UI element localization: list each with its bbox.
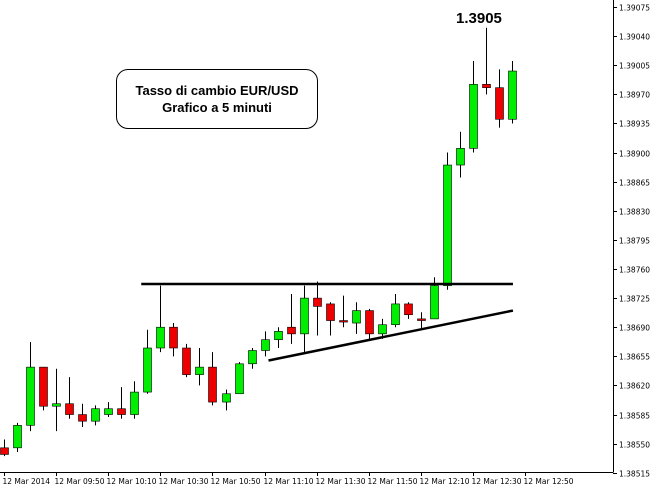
candle-bull [104, 408, 113, 415]
candle-bull [378, 324, 387, 335]
x-tick-label: 12 Mar 11:10 [264, 477, 314, 486]
candle-bull [156, 326, 165, 349]
overlay-lines [141, 282, 514, 362]
candle-bear [339, 320, 348, 323]
x-tick-label: 12 Mar 12:30 [472, 477, 522, 486]
candle-bear [404, 303, 413, 316]
candle-bull [143, 347, 152, 393]
candle-bull [261, 339, 270, 351]
y-tick-label: 1.39040 [619, 33, 650, 42]
y-tick-label: 1.38795 [619, 237, 650, 246]
candle-bull [430, 285, 439, 320]
candle-bull [352, 310, 361, 324]
y-tick-label: 1.38550 [619, 441, 650, 450]
candle-bear [208, 366, 217, 403]
candle-bear [417, 318, 426, 321]
support-trendline [268, 309, 514, 362]
candle-bear [78, 414, 87, 422]
y-tick-label: 1.38620 [619, 382, 650, 391]
y-tick-label: 1.38655 [619, 353, 650, 362]
x-tick-label: 12 Mar 11:30 [316, 477, 366, 486]
candle-bear [169, 326, 178, 349]
x-tick-label: 12 Mar 11:50 [368, 477, 418, 486]
candle-bull [26, 366, 35, 426]
candle-bull [508, 70, 517, 120]
candle-bear [326, 303, 335, 321]
x-tick-label: 12 Mar 10:50 [211, 477, 261, 486]
y-tick-label: 1.38585 [619, 412, 650, 421]
y-tick-label: 1.38690 [619, 324, 650, 333]
candle-bull [52, 403, 61, 407]
y-tick-label: 1.39075 [619, 4, 650, 13]
candle-bull [456, 148, 465, 166]
y-tick-label: 1.38900 [619, 150, 650, 159]
y-tick-label: 1.38515 [619, 470, 650, 479]
annotation-line-2: Grafico a 5 minuti [162, 100, 272, 115]
candle-bear [117, 408, 126, 415]
x-tick-label: 12 Mar 10:30 [159, 477, 209, 486]
candle-bull [443, 164, 452, 286]
annotation-line-1: Tasso di cambio EUR/USD [135, 83, 299, 98]
y-tick-label: 1.38865 [619, 179, 650, 188]
candle-bear [65, 403, 74, 415]
candle-bear [287, 326, 296, 335]
x-tick-label: 12 Mar 2014 [3, 477, 51, 486]
candle-bull [195, 366, 204, 375]
candles-group [0, 27, 517, 457]
y-tick-label: 1.38970 [619, 91, 650, 100]
x-tick-label: 12 Mar 12:50 [524, 477, 574, 486]
candle-bull [391, 303, 400, 326]
candle-bull [130, 391, 139, 415]
x-tick-label: 12 Mar 09:50 [55, 477, 105, 486]
candle-bull [222, 393, 231, 403]
candle-bull [248, 350, 257, 365]
candle-bull [235, 363, 244, 395]
x-axis: 12 Mar 2014 12 Mar 09:50 12 Mar 10:10 12 Ma… [3, 472, 574, 486]
y-tick-label: 1.38725 [619, 295, 650, 304]
candle-bear [482, 84, 491, 88]
x-tick-label: 12 Mar 10:10 [107, 477, 157, 486]
candle-bull [300, 297, 309, 335]
y-tick-label: 1.39005 [619, 62, 650, 71]
x-tick-label: 12 Mar 12:10 [420, 477, 470, 486]
candle-bear [182, 347, 191, 375]
candle-bear [313, 297, 322, 307]
candle-bear [0, 447, 9, 455]
candle-bull [13, 425, 22, 449]
chart-annotation-box: Tasso di cambio EUR/USD Grafico a 5 minu… [116, 69, 318, 129]
y-tick-label: 1.38760 [619, 266, 650, 275]
candle-bear [365, 310, 374, 335]
candle-bear [39, 366, 48, 407]
candle-bull [91, 408, 100, 422]
candle-bull [274, 331, 283, 340]
y-axis: 1.39075 1.39040 1.39005 1.38970 1.38935 1.389… [613, 4, 650, 479]
y-tick-label: 1.38935 [619, 120, 650, 129]
candle-bull [469, 84, 478, 149]
y-tick-label: 1.38830 [619, 208, 650, 217]
candle-bear [495, 87, 504, 120]
peak-price-label: 1.3905 [456, 10, 502, 27]
